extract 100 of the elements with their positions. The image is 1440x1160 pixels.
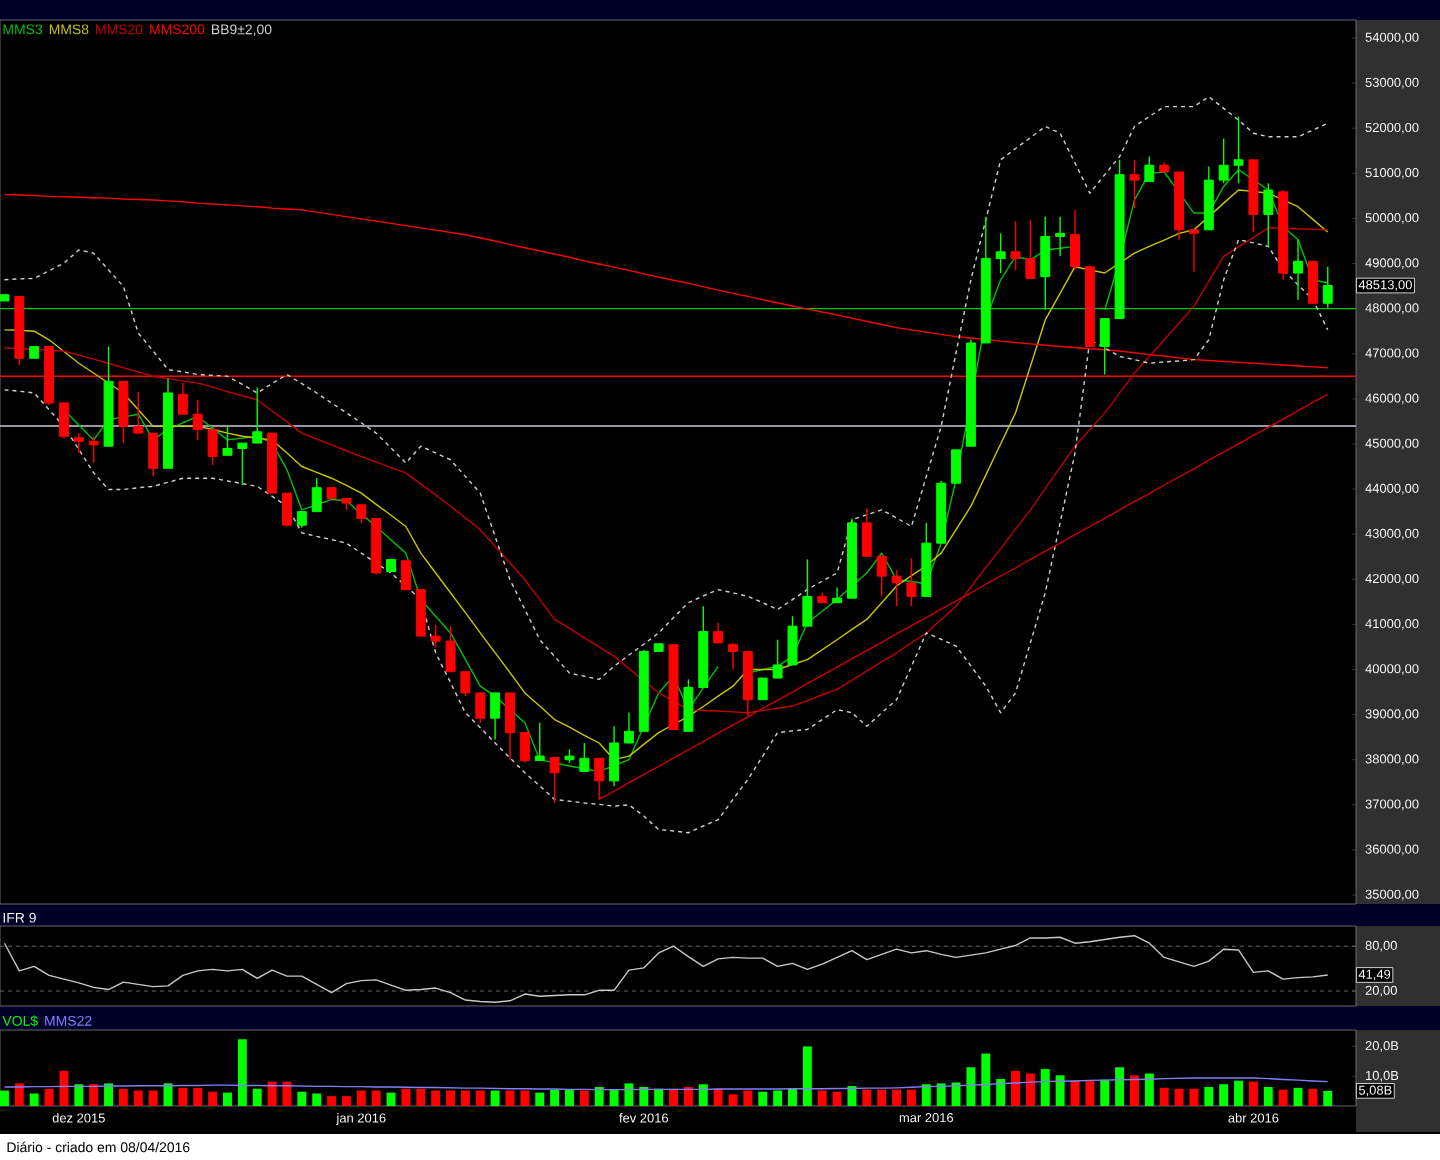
bar — [44, 1088, 54, 1107]
bar — [1174, 1088, 1184, 1107]
bar — [267, 1081, 277, 1107]
candlestick — [1099, 317, 1110, 376]
bar — [193, 1087, 203, 1107]
bar — [535, 1092, 545, 1107]
bar — [416, 1088, 426, 1107]
bar — [1130, 1075, 1139, 1107]
candlestick — [579, 742, 590, 773]
candlestick — [757, 677, 768, 701]
bar — [624, 1083, 634, 1107]
candlestick — [772, 639, 783, 679]
bar — [669, 1088, 678, 1107]
bar — [1219, 1084, 1229, 1107]
candlestick — [282, 492, 292, 528]
candlestick — [148, 432, 159, 478]
bar — [773, 1090, 783, 1107]
bar — [951, 1082, 961, 1107]
candlestick — [177, 382, 188, 415]
candlestick — [133, 390, 144, 434]
bar — [371, 1090, 381, 1107]
bar — [237, 1039, 247, 1107]
bar — [460, 1090, 470, 1107]
candlestick — [252, 386, 263, 444]
bar — [683, 1086, 693, 1107]
candlestick — [192, 399, 203, 441]
bar — [104, 1083, 113, 1107]
bar — [639, 1086, 649, 1107]
bar — [29, 1093, 39, 1107]
candlestick — [400, 560, 411, 591]
candlestick — [1263, 182, 1274, 248]
bar — [565, 1089, 574, 1107]
bar — [817, 1090, 827, 1107]
candlestick — [490, 692, 501, 741]
candlestick — [207, 428, 218, 466]
bar — [1234, 1080, 1243, 1107]
bar — [178, 1087, 188, 1107]
bar — [1189, 1088, 1199, 1107]
candlestick — [519, 731, 530, 764]
bar — [475, 1090, 485, 1107]
candlestick — [891, 569, 902, 608]
candlestick — [713, 622, 724, 644]
candlestick — [534, 722, 545, 762]
bar — [74, 1084, 84, 1107]
candlestick — [445, 625, 456, 673]
candlestick — [906, 557, 917, 608]
candlestick — [861, 507, 872, 557]
candlestick — [415, 589, 426, 637]
bar — [728, 1094, 738, 1107]
candlestick — [237, 442, 248, 486]
candlestick — [88, 435, 99, 464]
bar — [550, 1089, 560, 1107]
bar — [490, 1090, 500, 1107]
bar — [966, 1067, 976, 1107]
bar — [594, 1086, 604, 1107]
candlestick — [1144, 155, 1155, 183]
bar — [654, 1088, 664, 1107]
candlestick — [1129, 159, 1140, 209]
bar — [1085, 1080, 1095, 1107]
bar — [431, 1090, 441, 1107]
candlestick — [1010, 220, 1021, 271]
bar — [1278, 1089, 1288, 1107]
candlestick — [1188, 229, 1199, 273]
bar — [743, 1090, 753, 1107]
bar — [14, 1083, 24, 1107]
bar — [446, 1090, 455, 1107]
bar — [579, 1090, 589, 1107]
candlestick — [683, 678, 694, 732]
bar — [223, 1092, 232, 1107]
bar — [89, 1084, 99, 1107]
bar — [1115, 1067, 1125, 1107]
bar — [148, 1090, 158, 1107]
bar — [698, 1084, 708, 1107]
bar — [208, 1091, 218, 1107]
candlestick — [1233, 115, 1244, 184]
candlestick — [430, 624, 441, 649]
bar — [1011, 1070, 1020, 1107]
candlestick — [505, 692, 515, 761]
candlestick — [222, 425, 233, 456]
candlestick — [802, 558, 813, 627]
bar — [1159, 1087, 1169, 1107]
bar — [59, 1070, 69, 1107]
candlestick — [609, 725, 620, 787]
candlestick — [460, 671, 471, 697]
bar — [1308, 1088, 1318, 1107]
bar — [1025, 1073, 1035, 1107]
bar — [892, 1089, 902, 1107]
bar — [386, 1092, 396, 1107]
candlestick — [311, 477, 322, 513]
bar — [1263, 1086, 1273, 1107]
bar — [1323, 1090, 1333, 1107]
candlestick — [787, 615, 798, 666]
candlestick — [995, 232, 1006, 274]
bar — [713, 1088, 723, 1107]
candlestick — [1025, 219, 1036, 280]
candlestick — [1055, 215, 1066, 258]
bar — [936, 1083, 946, 1107]
bar — [1204, 1086, 1214, 1107]
candlestick — [876, 555, 887, 598]
bar — [0, 1090, 9, 1107]
